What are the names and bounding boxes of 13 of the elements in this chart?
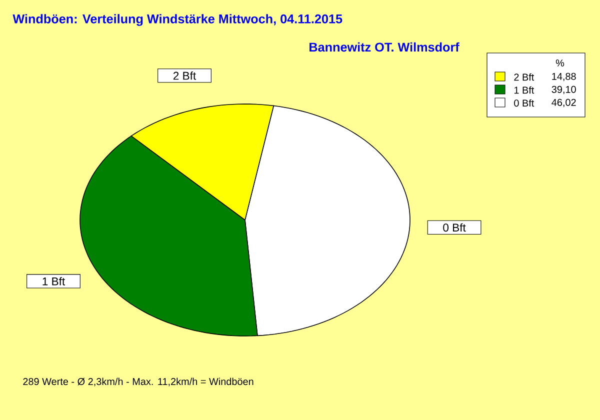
legend-label: 1 Bft — [514, 86, 534, 94]
slice-label: 2 Bft — [173, 71, 196, 80]
legend-title: % — [556, 60, 564, 66]
data-label: 14,88 — [552, 72, 576, 82]
legend-label: 2 Bft — [514, 73, 534, 81]
slice-label: 1 Bft — [42, 277, 66, 286]
slice-label: 0 Bft — [443, 223, 466, 232]
data-label: 39,10 — [552, 86, 576, 94]
legend-label: 0 Bft — [514, 99, 534, 107]
chart-subtitle: Bannewitz OT. Wilmsdorf — [310, 42, 460, 52]
chart-title: Windböen: Verteilung Windstärke Mittwoch, 04.11.2015 — [12, 14, 342, 26]
data-label: 46,02 — [552, 98, 576, 108]
text: 289 Werte - Ø 2,3km/h - Max. 11,2km/h = Windböen — [23, 378, 254, 386]
